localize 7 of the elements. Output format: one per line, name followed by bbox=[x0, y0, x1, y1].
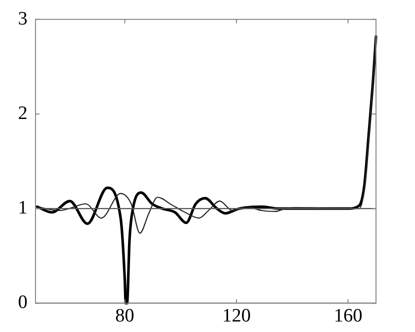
y-tick-label: 3 bbox=[18, 8, 28, 30]
x-tick-label: 120 bbox=[222, 306, 251, 327]
x-tick-label: 160 bbox=[334, 306, 362, 327]
y-tick-label: 2 bbox=[18, 102, 28, 124]
x-tick-label: 80 bbox=[115, 306, 134, 327]
y-tick-label: 0 bbox=[18, 292, 28, 314]
y-tick-label: 1 bbox=[18, 198, 28, 219]
